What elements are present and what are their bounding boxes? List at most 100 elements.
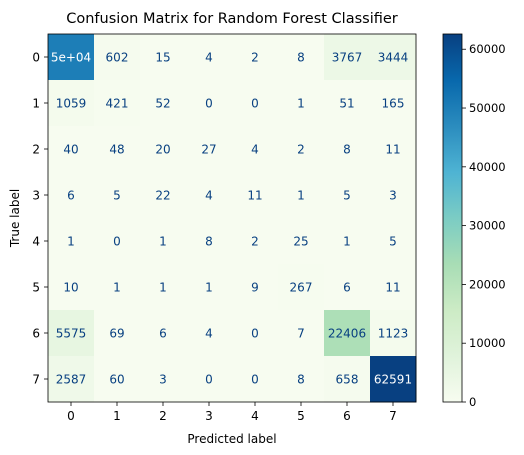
cell-label: 52 bbox=[155, 97, 170, 111]
cell-label: 1 bbox=[297, 189, 305, 203]
matrix-cell bbox=[232, 80, 279, 127]
colorbar bbox=[442, 33, 463, 403]
cell-label: 5575 bbox=[56, 327, 87, 341]
cell-label: 22406 bbox=[328, 327, 366, 341]
cell-label: 5 bbox=[343, 189, 351, 203]
matrix-cell bbox=[278, 172, 325, 219]
cell-label: 1123 bbox=[378, 327, 409, 341]
cell-label: 6 bbox=[67, 189, 75, 203]
matrix-cell bbox=[278, 80, 325, 127]
matrix-cell bbox=[370, 80, 417, 127]
cell-label: 5e+04 bbox=[51, 51, 91, 65]
cell-label: 4 bbox=[205, 327, 213, 341]
x-tick-label: 5 bbox=[297, 409, 305, 423]
cell-label: 15 bbox=[155, 51, 170, 65]
cell-label: 7 bbox=[297, 327, 305, 341]
matrix-cell bbox=[48, 218, 95, 265]
matrix-cell bbox=[94, 126, 141, 173]
cell-label: 5 bbox=[389, 235, 397, 249]
cell-label: 25 bbox=[293, 235, 308, 249]
matrix-cell bbox=[370, 310, 417, 357]
matrix-cell bbox=[140, 218, 187, 265]
cell-label: 11 bbox=[385, 281, 400, 295]
matrix-cell bbox=[186, 310, 233, 357]
cell-label: 40 bbox=[63, 143, 78, 157]
matrix-cell bbox=[232, 310, 279, 357]
matrix-cell bbox=[140, 356, 187, 403]
cell-label: 27 bbox=[201, 143, 216, 157]
chart-title: Confusion Matrix for Random Forest Class… bbox=[66, 11, 398, 27]
cell-label: 0 bbox=[113, 235, 121, 249]
matrix-cell bbox=[140, 80, 187, 127]
cell-label: 4 bbox=[205, 51, 213, 65]
matrix-cell bbox=[324, 218, 371, 265]
matrix-cell bbox=[370, 264, 417, 311]
cell-label: 1059 bbox=[56, 97, 87, 111]
matrix-cell bbox=[278, 264, 325, 311]
cell-label: 4 bbox=[205, 189, 213, 203]
cell-label: 0 bbox=[251, 373, 259, 387]
colorbar-tick-label: 40000 bbox=[469, 160, 506, 174]
cell-label: 11 bbox=[385, 143, 400, 157]
matrix-cell bbox=[94, 356, 141, 403]
matrix-cell bbox=[278, 126, 325, 173]
y-tick-label: 2 bbox=[32, 143, 40, 157]
cell-label: 2587 bbox=[56, 373, 87, 387]
colorbar-tick-label: 50000 bbox=[469, 101, 506, 115]
matrix-cell bbox=[324, 356, 371, 403]
matrix-cell bbox=[324, 126, 371, 173]
cell-label: 1 bbox=[205, 281, 213, 295]
matrix-cell bbox=[186, 356, 233, 403]
cell-label: 51 bbox=[339, 97, 354, 111]
matrix-cell bbox=[94, 80, 141, 127]
matrix-cell bbox=[324, 80, 371, 127]
cell-label: 62591 bbox=[374, 373, 412, 387]
cell-label: 602 bbox=[106, 51, 129, 65]
x-tick-label: 4 bbox=[251, 409, 259, 423]
cell-label: 8 bbox=[205, 235, 213, 249]
cell-label: 1 bbox=[67, 235, 75, 249]
matrix-cell bbox=[278, 218, 325, 265]
cell-label: 165 bbox=[382, 97, 405, 111]
cell-label: 3 bbox=[389, 189, 397, 203]
matrix-cell bbox=[278, 310, 325, 357]
plot-frame bbox=[47, 33, 417, 403]
x-tick-label: 7 bbox=[389, 409, 397, 423]
matrix-cell bbox=[278, 356, 325, 403]
cell-label: 1 bbox=[113, 281, 121, 295]
colorbar-tick-label: 60000 bbox=[469, 42, 506, 56]
cell-label: 0 bbox=[205, 97, 213, 111]
matrix-cell bbox=[48, 172, 95, 219]
matrix-cell bbox=[48, 80, 95, 127]
cell-label: 8 bbox=[297, 51, 305, 65]
colorbar-tick-label: 0 bbox=[469, 395, 476, 409]
cell-label: 11 bbox=[247, 189, 262, 203]
cell-label: 1 bbox=[297, 97, 305, 111]
matrix-cell bbox=[48, 356, 95, 403]
matrix-cell bbox=[370, 34, 417, 81]
cell-label: 22 bbox=[155, 189, 170, 203]
matrix-cell bbox=[94, 310, 141, 357]
matrix-cell bbox=[232, 264, 279, 311]
cell-label: 658 bbox=[336, 373, 359, 387]
y-tick-label: 7 bbox=[32, 373, 40, 387]
cell-label: 0 bbox=[205, 373, 213, 387]
matrix-cell bbox=[48, 310, 95, 357]
matrix-cell bbox=[232, 356, 279, 403]
x-tick-label: 3 bbox=[205, 409, 213, 423]
matrix-cell bbox=[140, 264, 187, 311]
cell-label: 9 bbox=[251, 281, 259, 295]
cell-label: 2 bbox=[251, 235, 259, 249]
y-tick-label: 1 bbox=[32, 97, 40, 111]
cell-label: 2 bbox=[251, 51, 259, 65]
matrix-cell bbox=[140, 310, 187, 357]
matrix-cell bbox=[48, 264, 95, 311]
y-tick-label: 4 bbox=[32, 235, 40, 249]
cell-label: 60 bbox=[109, 373, 124, 387]
matrix-cell bbox=[232, 126, 279, 173]
matrix-cell bbox=[94, 218, 141, 265]
matrix-cell bbox=[186, 34, 233, 81]
matrix-cell bbox=[232, 172, 279, 219]
matrix-cell bbox=[48, 126, 95, 173]
